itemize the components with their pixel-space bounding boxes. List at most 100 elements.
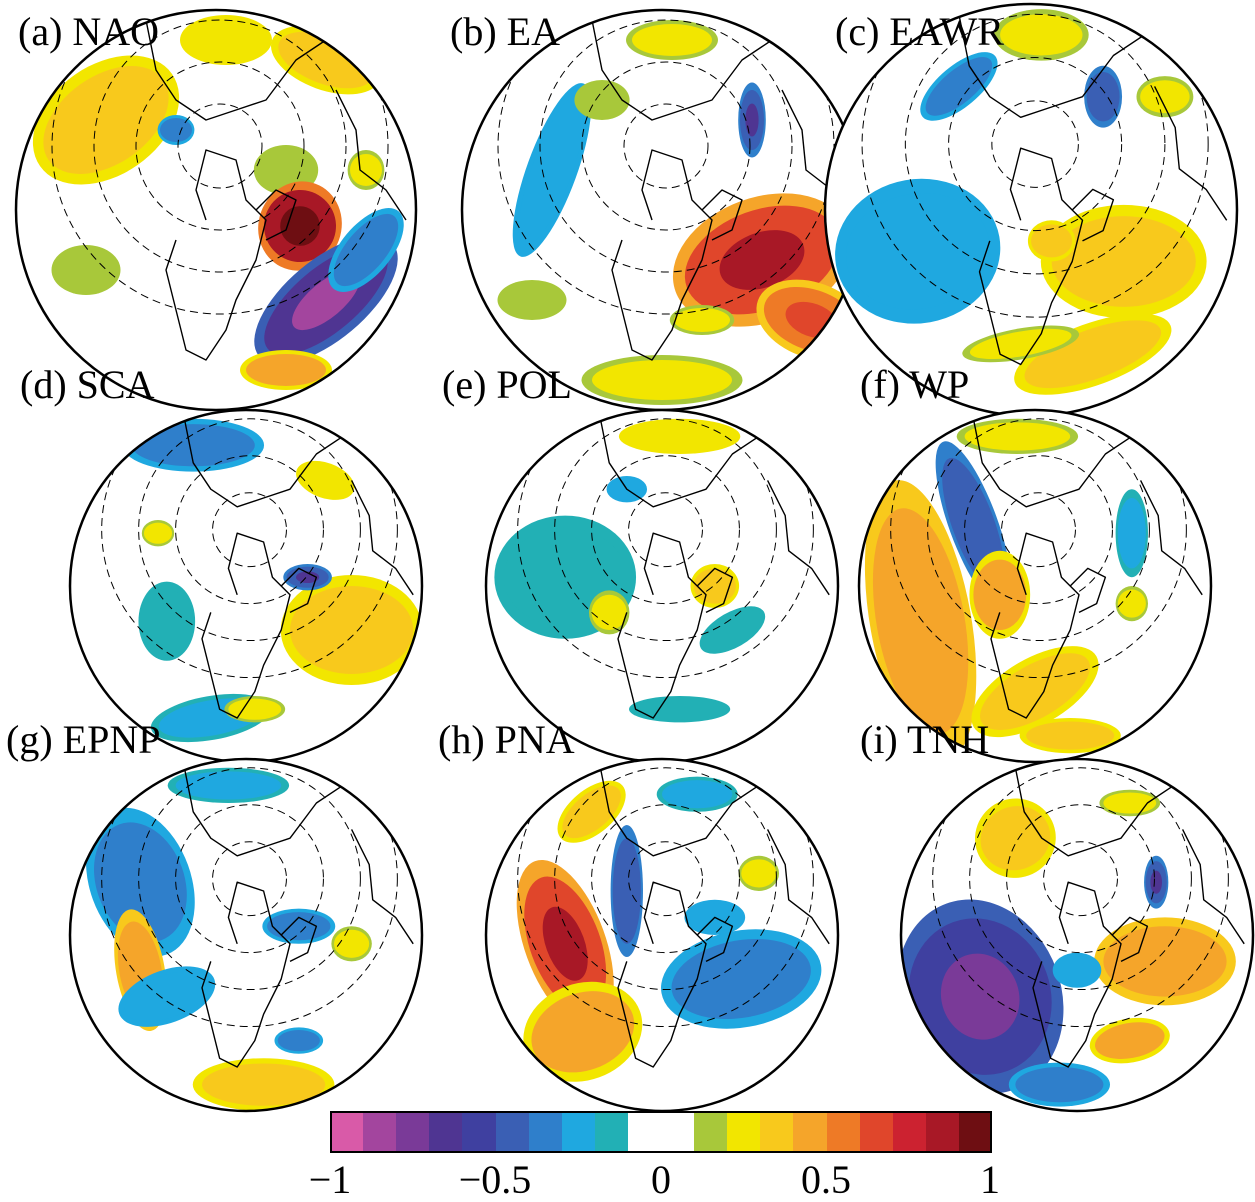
anomaly-contour [872,508,969,735]
anomaly-contour [1084,65,1123,128]
anomaly-contour [1055,956,1099,985]
panel-title-c: (c) EAWR [835,9,1004,54]
coastline [335,89,407,221]
colorbar-tick-label: −0.5 [458,1157,532,1202]
anomaly-contour [901,899,1064,1094]
anomaly-contour [591,594,627,630]
panel-title-d: (d) SCA [20,362,155,407]
anomaly-contour [925,57,993,116]
colorbar-segment [561,1111,596,1153]
coastline [766,480,830,596]
colorbar-segment [892,1111,927,1153]
anomaly-contour [333,213,399,287]
polar-map-d [68,408,424,764]
anomaly-contour [1040,204,1207,319]
anomaly-contour [690,564,740,608]
panel-title-a: (a) NAO [18,9,160,54]
anomaly-contour [350,154,382,186]
anomaly-contour [1000,14,1083,56]
panel-title-f: (f) WP [860,362,970,407]
polar-map-g [68,757,424,1113]
colorbar-segment [462,1111,496,1153]
anomaly-contour [578,84,626,116]
colorbar-segment [661,1111,695,1153]
colorbar-segment [727,1111,761,1153]
anomaly-contour [606,476,648,503]
anomaly-contour [719,230,805,290]
latitude-circle [177,103,263,189]
anomaly-contour [908,918,1052,1075]
colorbar-segment [826,1111,861,1153]
anomaly-contour [114,909,167,1032]
coastline [599,767,760,857]
coastline [958,14,1145,119]
anomaly-contour [845,193,990,310]
anomaly-contour [674,308,730,332]
anomaly-contour [574,80,630,120]
anomaly-contour [1024,320,1162,389]
polar-map-c [823,2,1239,418]
colorbar-segment [859,1111,894,1153]
colorbar-segment [495,1111,530,1153]
panel-title-h: (h) PNA [438,717,575,762]
anomaly-contour [993,9,1089,61]
anomaly-contour [542,906,588,981]
anomaly-contour [581,355,743,405]
anomaly-contour [280,206,320,246]
anomaly-contour [292,269,360,331]
anomaly-contour [503,527,627,627]
anomaly-contour [271,25,381,95]
latitude-circle [861,4,1209,318]
anomaly-contour [524,876,607,1012]
panel-title-b: (b) EA [450,9,560,54]
anomaly-contour [157,115,195,145]
anomaly-contour [738,855,780,891]
anomaly-contour [192,1058,335,1111]
anomaly-contour [264,245,388,355]
anomaly-contour [956,418,1079,454]
anomaly-contour [756,279,862,361]
latitude-circle [497,10,835,315]
anomaly-contour [1140,80,1190,114]
latitude-circle [927,418,1150,642]
latitude-circle [964,455,1113,605]
coastline [617,532,707,719]
anomaly-contour [186,20,266,60]
anomaly-contour [523,981,643,1082]
latitude-circle [991,100,1079,188]
panel-title-g: (g) EPNP [6,717,161,762]
polar-map-a [14,8,418,412]
anomaly-contour [964,422,1071,451]
colorbar-segment [396,1111,430,1153]
anomaly-contour [669,305,735,335]
anomaly-contour [1099,789,1161,817]
latitude-circle [932,759,1229,1028]
anomaly-contour [1026,721,1115,750]
coastline [972,418,1133,508]
latitude-circle [175,455,324,605]
anomaly-contour [1115,586,1148,622]
latitude-circle [904,13,1166,275]
map-boundary [68,408,424,764]
anomaly-contour [962,325,1080,363]
latitude-circle [628,492,703,568]
anomaly-contour [1094,917,1236,1006]
anomaly-contour [980,653,1090,730]
anomaly-contour [86,807,195,957]
anomaly-contour [494,515,637,639]
anomaly-contour [1136,76,1194,118]
map-boundary [899,757,1255,1113]
anomaly-contour [258,181,342,271]
anomaly-contour [142,589,192,653]
latitude-circle [890,410,1187,679]
anomaly-contour [262,908,336,944]
anomaly-contour [626,422,733,451]
latitude-circle [948,57,1123,232]
coastline [1069,567,1107,614]
anomaly-contour [131,424,255,467]
anomaly-contour [656,776,738,812]
coastline [1071,188,1115,242]
anomaly-contour [973,559,1027,630]
